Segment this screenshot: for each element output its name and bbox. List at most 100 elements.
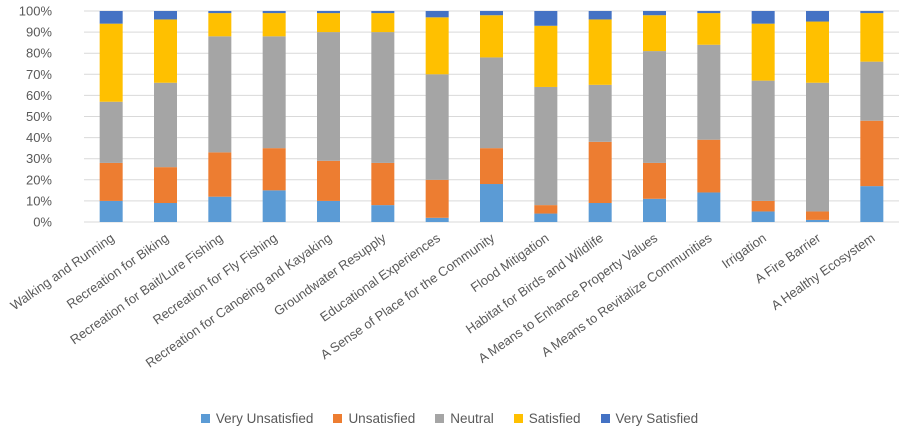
bar-segment-very-satisfied bbox=[534, 11, 558, 26]
legend-item: Unsatisfied bbox=[333, 411, 415, 426]
legend-item: Very Satisfied bbox=[600, 410, 699, 426]
bar-segment-satisfied bbox=[697, 13, 721, 45]
legend-item: Satisfied bbox=[513, 410, 581, 426]
y-axis-ticks: 0% 10% 20% 30% 40% 50% 60% 70% 80% 90% 100% bbox=[19, 4, 53, 230]
bar-segment-satisfied bbox=[425, 17, 449, 75]
bar-segment-satisfied bbox=[806, 21, 829, 83]
bar-segment-very-satisfied bbox=[208, 11, 232, 14]
bar-segment-unsatisfied bbox=[534, 205, 558, 214]
y-tick-label: 80% bbox=[26, 46, 52, 61]
y-tick-label: 50% bbox=[26, 109, 52, 124]
bar-segment-neutral bbox=[751, 80, 775, 201]
bar-segment-satisfied bbox=[860, 13, 884, 62]
bar-segment-very-unsatisfied bbox=[643, 198, 666, 222]
bar-segment-satisfied bbox=[154, 19, 177, 83]
bar-segment-neutral bbox=[697, 44, 721, 140]
bar-segment-satisfied bbox=[262, 13, 286, 37]
bar-segment-neutral bbox=[99, 101, 123, 163]
legend-label: Neutral bbox=[450, 410, 494, 426]
bar-segment-very-unsatisfied bbox=[697, 192, 721, 222]
bar-segment-neutral bbox=[425, 74, 449, 180]
y-tick-label: 10% bbox=[26, 193, 52, 208]
bar-segment-very-unsatisfied bbox=[154, 203, 177, 222]
bar-segment-very-satisfied bbox=[860, 11, 884, 14]
bar-segment-unsatisfied bbox=[588, 141, 612, 204]
bar-segment-very-satisfied bbox=[425, 11, 449, 18]
x-category-label: Irrigation bbox=[719, 230, 769, 271]
bar-segment-neutral bbox=[208, 36, 232, 153]
bar-segment-unsatisfied bbox=[806, 211, 829, 220]
legend-label: Very Satisfied bbox=[615, 410, 699, 426]
bar-segment-very-unsatisfied bbox=[208, 196, 232, 222]
bar-segment-very-unsatisfied bbox=[371, 205, 395, 222]
bar-segment-satisfied bbox=[480, 15, 503, 58]
bar-segment-neutral bbox=[154, 82, 177, 168]
bar-segment-unsatisfied bbox=[697, 139, 721, 193]
y-tick-label: 30% bbox=[26, 151, 52, 166]
bar-segment-unsatisfied bbox=[371, 162, 395, 206]
bar-segment-satisfied bbox=[317, 13, 340, 33]
y-tick-label: 90% bbox=[26, 25, 52, 40]
bar-segment-very-unsatisfied bbox=[480, 184, 503, 222]
bar-segment-neutral bbox=[371, 32, 395, 163]
bar-segment-unsatisfied bbox=[751, 200, 775, 212]
bar-segment-very-satisfied bbox=[643, 11, 666, 16]
legend-item: Neutral bbox=[435, 411, 494, 426]
bar-segment-neutral bbox=[534, 86, 558, 206]
bar-segment-satisfied bbox=[371, 13, 395, 33]
bar-segment-neutral bbox=[643, 51, 666, 163]
chart-canvas: 0% 10% 20% 30% 40% 50% 60% 70% 80% 90% 100% Walkin… bbox=[7, 4, 899, 371]
bar-segment-unsatisfied bbox=[425, 179, 449, 218]
y-tick-label: 70% bbox=[26, 67, 52, 82]
legend-swatch bbox=[200, 413, 210, 423]
legend-label: Satisfied bbox=[528, 410, 581, 426]
legend-label: Unsatisfied bbox=[348, 410, 416, 426]
bar-segment-very-unsatisfied bbox=[425, 217, 449, 222]
bar-segment-very-satisfied bbox=[99, 11, 123, 24]
bar-segment-very-satisfied bbox=[154, 11, 177, 20]
bar-segment-very-satisfied bbox=[806, 11, 829, 22]
bar-segment-very-unsatisfied bbox=[751, 211, 775, 222]
bar-segment-very-unsatisfied bbox=[588, 203, 612, 222]
bar-segment-unsatisfied bbox=[154, 167, 177, 204]
bar-segment-neutral bbox=[588, 84, 612, 142]
bar-segment-satisfied bbox=[588, 19, 612, 85]
bar-segment-neutral bbox=[806, 82, 829, 212]
legend-label: Very Unsatisfied bbox=[215, 410, 314, 426]
bar-segment-very-satisfied bbox=[317, 11, 340, 14]
bar-segment-satisfied bbox=[751, 23, 775, 81]
bar-segment-unsatisfied bbox=[262, 148, 286, 191]
bar-segment-satisfied bbox=[643, 15, 666, 52]
legend-item: Very Unsatisfied bbox=[200, 410, 314, 426]
bar-segment-unsatisfied bbox=[99, 162, 123, 201]
bar-segment-very-satisfied bbox=[697, 11, 721, 14]
bar-segment-neutral bbox=[860, 61, 884, 121]
bar-segment-neutral bbox=[480, 57, 503, 149]
bar-segment-very-unsatisfied bbox=[534, 213, 558, 222]
legend: Very Unsatisfied Unsatisfied Neutral Satisf… bbox=[0, 408, 899, 428]
bar-segment-neutral bbox=[262, 36, 286, 149]
bars bbox=[99, 11, 884, 222]
bar-segment-very-unsatisfied bbox=[262, 190, 286, 222]
bar-segment-unsatisfied bbox=[643, 162, 666, 199]
bar-segment-very-unsatisfied bbox=[317, 200, 340, 222]
y-tick-label: 40% bbox=[26, 130, 52, 145]
bar-segment-very-satisfied bbox=[480, 11, 503, 16]
bar-segment-satisfied bbox=[208, 13, 232, 37]
bar-segment-unsatisfied bbox=[860, 120, 884, 187]
bar-segment-satisfied bbox=[99, 23, 123, 102]
x-category-label: Walking and Running bbox=[7, 230, 116, 313]
y-tick-label: 20% bbox=[26, 172, 52, 187]
bar-segment-unsatisfied bbox=[480, 148, 503, 185]
bar-segment-neutral bbox=[317, 32, 340, 161]
legend-swatch bbox=[513, 413, 523, 423]
y-tick-label: 60% bbox=[26, 88, 52, 103]
bar-segment-very-satisfied bbox=[371, 11, 395, 14]
bar-segment-unsatisfied bbox=[208, 152, 232, 197]
bar-segment-very-satisfied bbox=[588, 11, 612, 20]
y-tick-label: 0% bbox=[33, 215, 52, 230]
bar-segment-satisfied bbox=[534, 25, 558, 87]
legend-swatch bbox=[435, 413, 445, 423]
